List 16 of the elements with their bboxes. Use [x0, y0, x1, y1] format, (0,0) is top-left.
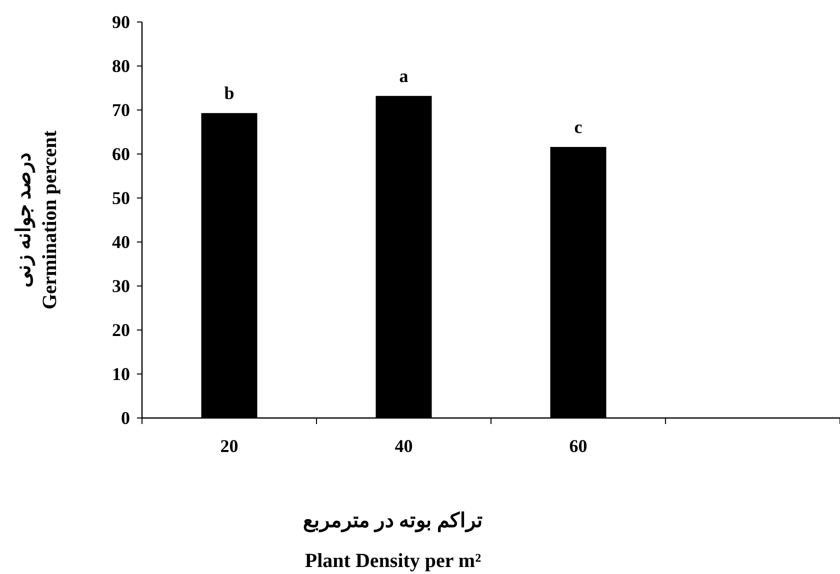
y-tick-label: 60	[112, 144, 130, 164]
y-tick-label: 70	[112, 100, 130, 120]
x-tick-label: 60	[569, 436, 588, 456]
y-tick-label: 30	[112, 276, 130, 296]
annotation: c	[574, 116, 582, 137]
y-tick-label: 80	[112, 56, 130, 76]
x-tick-label: 20	[220, 436, 238, 456]
y-tick-label: 20	[112, 320, 130, 340]
annotation: a	[399, 66, 408, 86]
y-tick-label: 40	[112, 232, 130, 252]
annotation: b	[224, 83, 234, 104]
y-tick-label: 50	[112, 188, 130, 208]
y-tick-label: 0	[121, 408, 130, 428]
y-tick-label: 90	[112, 12, 130, 32]
x-tick-label: 40	[394, 436, 413, 456]
y-tick-label: 10	[112, 364, 130, 384]
